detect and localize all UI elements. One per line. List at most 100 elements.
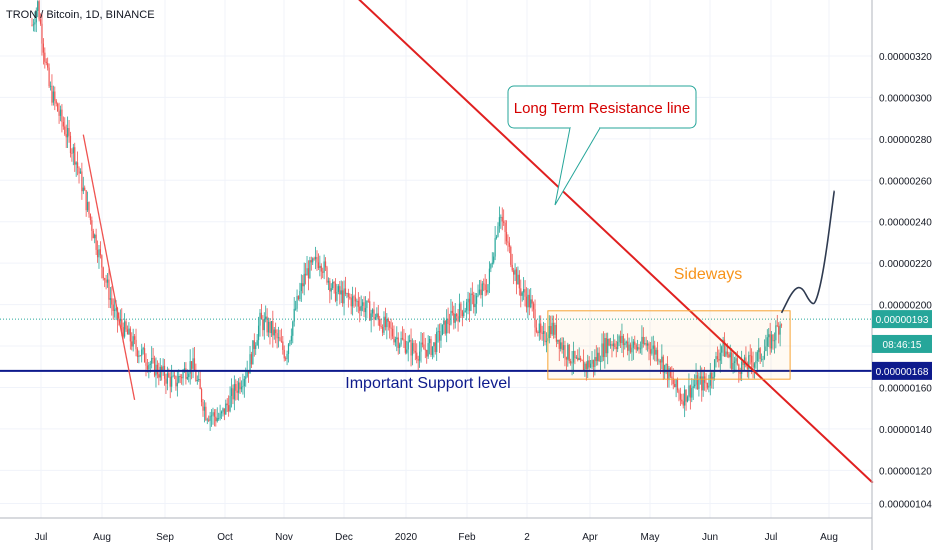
candle-body — [165, 378, 167, 384]
candle-body — [561, 342, 563, 350]
candle-body — [538, 323, 540, 334]
grid-lines — [0, 0, 872, 518]
candle-body — [508, 242, 510, 247]
candle-body — [668, 368, 670, 381]
candle-body — [431, 346, 434, 356]
candle-body — [451, 310, 453, 313]
candle-body — [585, 363, 587, 369]
candle-body — [383, 316, 385, 333]
candle-body — [153, 358, 156, 376]
candle-body — [467, 298, 469, 303]
candle-body — [313, 258, 315, 260]
candle-body — [574, 351, 576, 359]
candle-body — [52, 91, 54, 103]
candle-body — [332, 281, 334, 289]
candle-body — [595, 357, 597, 362]
candle-body — [250, 354, 253, 365]
candle-body — [67, 128, 69, 138]
candle-body — [696, 375, 699, 390]
candle-body — [329, 280, 331, 292]
candle-body — [776, 325, 778, 327]
candle-body — [514, 269, 516, 275]
candle-body — [453, 312, 455, 323]
candle-body — [342, 290, 344, 304]
candle-body — [330, 288, 332, 292]
candle-body — [359, 306, 361, 311]
candle-body — [676, 379, 679, 391]
candle-body — [756, 352, 758, 361]
candle-body — [450, 310, 452, 325]
candle-body — [138, 355, 140, 357]
x-tick-label: Dec — [335, 532, 353, 543]
candle-body — [275, 329, 277, 334]
candle-body — [611, 344, 613, 347]
candle-body — [343, 288, 345, 304]
candle-body — [565, 357, 567, 360]
candle-body — [716, 356, 719, 360]
candle-body — [169, 376, 171, 387]
y-tick-label: 0.00000120 — [879, 466, 932, 477]
candle-body — [428, 338, 431, 344]
candle-body — [608, 338, 610, 346]
candle-body — [243, 378, 245, 386]
candle-body — [143, 348, 146, 363]
candle-body — [390, 327, 392, 329]
candle-body — [101, 255, 103, 268]
x-tick-label: Jun — [702, 532, 718, 543]
candle-body — [463, 312, 465, 317]
candle-body — [662, 356, 664, 373]
candle-body — [210, 415, 213, 417]
candle-body — [642, 336, 644, 344]
candle-body — [145, 362, 147, 366]
candle-body — [705, 382, 707, 384]
candle-body — [322, 271, 324, 273]
candle-body — [185, 368, 187, 379]
candle-body — [758, 348, 760, 353]
candle-body — [403, 339, 405, 341]
candle-body — [293, 308, 295, 322]
candle-body — [296, 296, 298, 309]
candle-body — [136, 349, 139, 357]
candle-body — [379, 318, 381, 327]
candle-body — [57, 103, 59, 112]
candle-body — [121, 319, 123, 328]
candle-body — [729, 352, 731, 358]
candle-body — [655, 349, 657, 355]
candle-body — [544, 331, 546, 343]
candle-body — [732, 362, 734, 370]
candle-body — [609, 344, 612, 346]
candle-body — [39, 19, 42, 24]
candle-body — [105, 279, 107, 283]
candle-body — [748, 355, 750, 369]
candle-body — [219, 413, 221, 418]
candle-body — [32, 24, 35, 26]
candle-body — [267, 321, 270, 333]
candle-body — [436, 332, 438, 352]
candle-body — [631, 347, 633, 353]
candle-body — [55, 100, 57, 104]
candle-body — [319, 265, 321, 268]
sideways-box — [547, 310, 791, 380]
candle-body — [759, 348, 761, 359]
candle-body — [495, 236, 498, 239]
candle-body — [599, 361, 602, 362]
candle-body — [471, 293, 473, 295]
candle-body — [178, 376, 180, 383]
x-tick-label: Aug — [820, 532, 838, 543]
candle-body — [527, 294, 529, 308]
candle-body — [510, 246, 512, 265]
candle-body — [85, 190, 87, 211]
candle-body — [125, 321, 127, 330]
candle-body — [410, 339, 412, 356]
candle-body — [652, 345, 654, 349]
candle-body — [407, 341, 409, 350]
candle-body — [775, 325, 777, 341]
y-tick-label: 0.00000300 — [879, 93, 932, 104]
candle-body — [773, 340, 776, 342]
candle-body — [681, 399, 683, 402]
support-price-label-bg — [872, 361, 932, 380]
candle-body — [249, 354, 251, 374]
candle-body — [481, 283, 483, 296]
candle-body — [511, 264, 513, 271]
